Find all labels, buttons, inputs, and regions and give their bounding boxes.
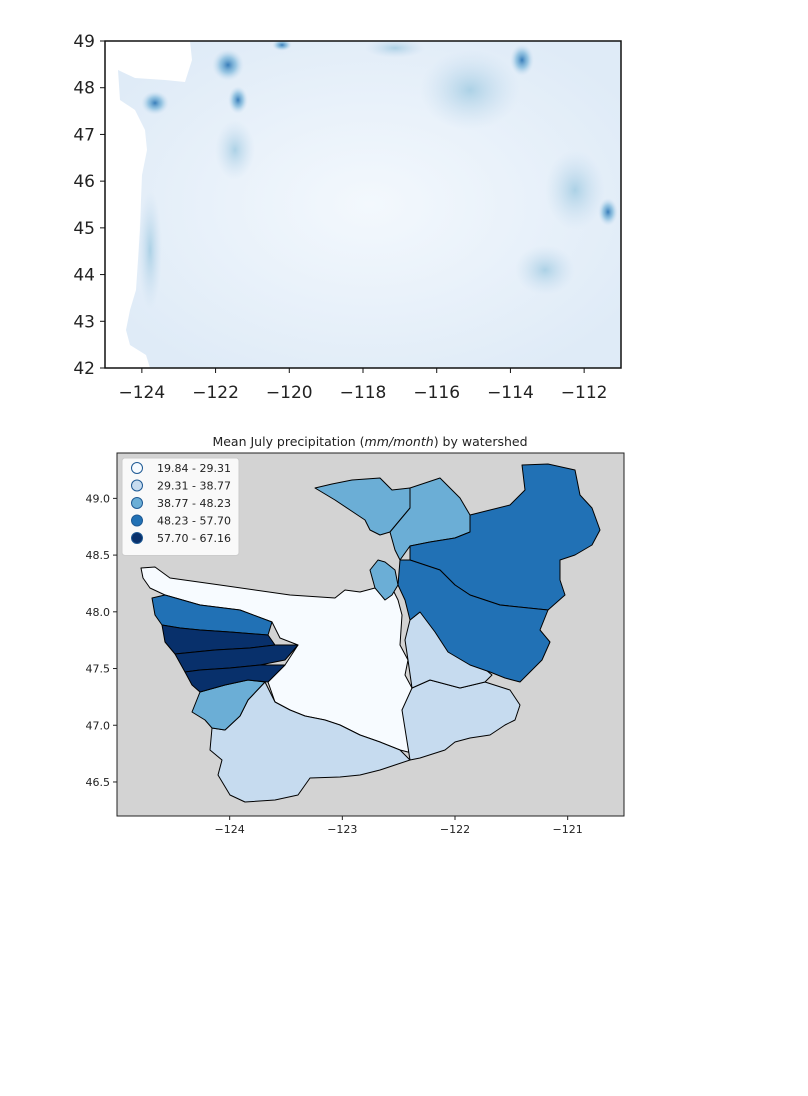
- x-tick-label: −124: [215, 823, 245, 836]
- y-tick-label: 49.0: [86, 492, 111, 505]
- x-tick-label: −124: [119, 383, 166, 403]
- legend-marker: [131, 514, 143, 527]
- legend-label: 29.31 - 38.77: [157, 480, 231, 493]
- legend-box: [121, 457, 240, 556]
- legend-label: 57.70 - 67.16: [157, 532, 231, 545]
- raster-plot-area: [105, 41, 621, 368]
- y-tick-label: 44: [73, 266, 95, 286]
- x-tick-label: −116: [413, 383, 460, 403]
- x-tick-label: −112: [561, 383, 608, 403]
- legend-marker: [131, 497, 143, 509]
- legend-label: 38.77 - 48.23: [157, 497, 231, 510]
- legend-marker: [131, 532, 143, 544]
- watershed-y-axis: 49.0 48.5 48.0 47.5 47.0 46.5: [86, 492, 117, 789]
- legend-label: 19.84 - 29.31: [157, 462, 231, 475]
- map-frame: [116, 452, 625, 817]
- map-title: Mean July precipitation (mm/month) by wa…: [212, 434, 527, 449]
- y-tick-label: 48: [73, 79, 95, 99]
- map-legend: 19.84 - 29.31 29.31 - 38.77 38.77 - 48.23 4…: [121, 457, 240, 556]
- y-tick-label: 45: [73, 219, 95, 239]
- watershed-polygons: [140, 463, 601, 803]
- x-tick-label: −118: [340, 383, 387, 403]
- watershed-northeast-cascade: [409, 463, 601, 611]
- watershed-x-axis: −124 −123 −122 −121: [215, 816, 583, 836]
- y-tick-label: 47.5: [86, 663, 111, 676]
- x-tick-label: −123: [327, 823, 357, 836]
- y-tick-label: 43: [73, 312, 95, 332]
- y-tick-label: 46: [73, 172, 95, 192]
- x-tick-label: −120: [266, 383, 313, 403]
- raster-x-axis: −124 −122 −120 −118 −116 −114 −112: [119, 368, 608, 403]
- y-tick-label: 48.0: [86, 606, 111, 619]
- watershed-darkest-south: [184, 664, 286, 693]
- y-tick-label: 48.5: [86, 549, 111, 562]
- watershed-middle-cascade: [397, 559, 551, 683]
- x-tick-label: −121: [553, 823, 583, 836]
- land-raster: [118, 41, 621, 368]
- legend-marker: [131, 462, 143, 474]
- raster-precipitation-map: −124 −122 −120 −118 −116 −114 −112 49484746454…: [73, 32, 622, 403]
- legend-label: 48.23 - 57.70: [157, 515, 231, 528]
- y-tick-label: 49: [73, 32, 95, 52]
- y-tick-label: 47: [73, 125, 95, 145]
- x-tick-label: −122: [440, 823, 470, 836]
- y-tick-label: 47.0: [86, 719, 111, 732]
- raster-y-axis: 49 48 47 46 45 44 43 42: [73, 32, 105, 379]
- watershed-choropleth-map: Mean July precipitation (mm/month) by wa…: [86, 434, 625, 836]
- x-tick-label: −122: [192, 383, 239, 403]
- x-tick-label: −114: [487, 383, 534, 403]
- y-tick-label: 46.5: [86, 776, 111, 789]
- legend-marker: [131, 479, 143, 492]
- y-tick-label: 42: [73, 359, 95, 379]
